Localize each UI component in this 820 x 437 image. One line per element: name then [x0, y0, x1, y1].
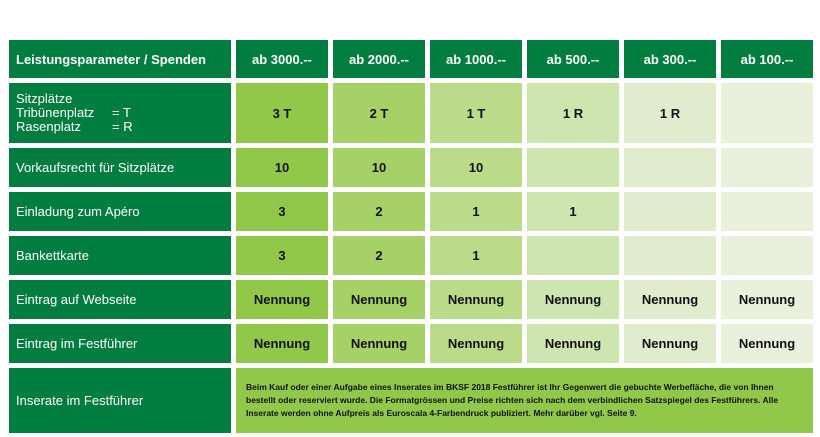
table-cell [624, 192, 716, 231]
tier-header: ab 500.-- [527, 40, 619, 78]
legend-tribune: Tribünenplatz = T [16, 106, 131, 120]
row-label-bankett: Bankettkarte [9, 236, 231, 275]
row-label-festfuehrer: Eintrag im Festführer [9, 324, 231, 363]
table-cell: 1 R [527, 83, 619, 143]
row-label-inserate: Inserate im Festführer [9, 368, 231, 433]
table-cell: 2 [333, 236, 425, 275]
tier-header: ab 2000.-- [333, 40, 425, 78]
table-cell: Nennung [721, 324, 813, 363]
table-cell: 10 [333, 148, 425, 187]
table-cell [721, 236, 813, 275]
table-cell: 2 [333, 192, 425, 231]
tier-header: ab 1000.-- [430, 40, 522, 78]
row-label-text: Sitzplätze [16, 91, 73, 106]
table-cell [527, 148, 619, 187]
table-cell: Nennung [333, 280, 425, 319]
legend-label: Rasenplatz [16, 119, 82, 134]
table-cell: Nennung [236, 280, 328, 319]
table-cell [624, 236, 716, 275]
table-cell: 1 [430, 236, 522, 275]
table-cell: 10 [430, 148, 522, 187]
table-cell [624, 148, 716, 187]
table-cell: Nennung [527, 324, 619, 363]
table-cell: 1 [430, 192, 522, 231]
legend-rasen: Rasenplatz = R [16, 120, 133, 134]
table-cell: 3 [236, 236, 328, 275]
legend-code: = T [112, 105, 131, 120]
table-cell: 1 T [430, 83, 522, 143]
table-cell: Nennung [333, 324, 425, 363]
table-cell: 3 T [236, 83, 328, 143]
table-cell: Nennung [721, 280, 813, 319]
table-cell: 2 T [333, 83, 425, 143]
table-cell: 10 [236, 148, 328, 187]
tier-header: ab 100.-- [721, 40, 813, 78]
header-title: Leistungsparameter / Spenden [9, 40, 231, 78]
table-cell [721, 83, 813, 143]
table-cell [721, 192, 813, 231]
table-cell: 1 [527, 192, 619, 231]
row-label-apero: Einladung zum Apéro [9, 192, 231, 231]
table-cell: Nennung [527, 280, 619, 319]
table-cell: 1 R [624, 83, 716, 143]
table-cell: Nennung [430, 280, 522, 319]
legend-code: = R [112, 119, 133, 134]
table-cell: Nennung [624, 280, 716, 319]
table-cell: Nennung [430, 324, 522, 363]
legend-label: Tribünenplatz [16, 105, 95, 120]
table-cell: Nennung [624, 324, 716, 363]
sponsoring-table: Leistungsparameter / Spenden ab 3000.-- … [9, 40, 813, 433]
row-label-sitzplaetze: Sitzplätze Tribünenplatz = T Rasenplatz … [9, 83, 231, 143]
table-cell: 3 [236, 192, 328, 231]
tier-header: ab 3000.-- [236, 40, 328, 78]
table-cell: Nennung [236, 324, 328, 363]
table-cell [721, 148, 813, 187]
tier-header: ab 300.-- [624, 40, 716, 78]
inserate-note: Beim Kauf oder einer Aufgabe eines Inser… [236, 368, 813, 433]
table-cell [527, 236, 619, 275]
row-label-webseite: Eintrag auf Webseite [9, 280, 231, 319]
row-label-vorkaufsrecht: Vorkaufsrecht für Sitzplätze [9, 148, 231, 187]
